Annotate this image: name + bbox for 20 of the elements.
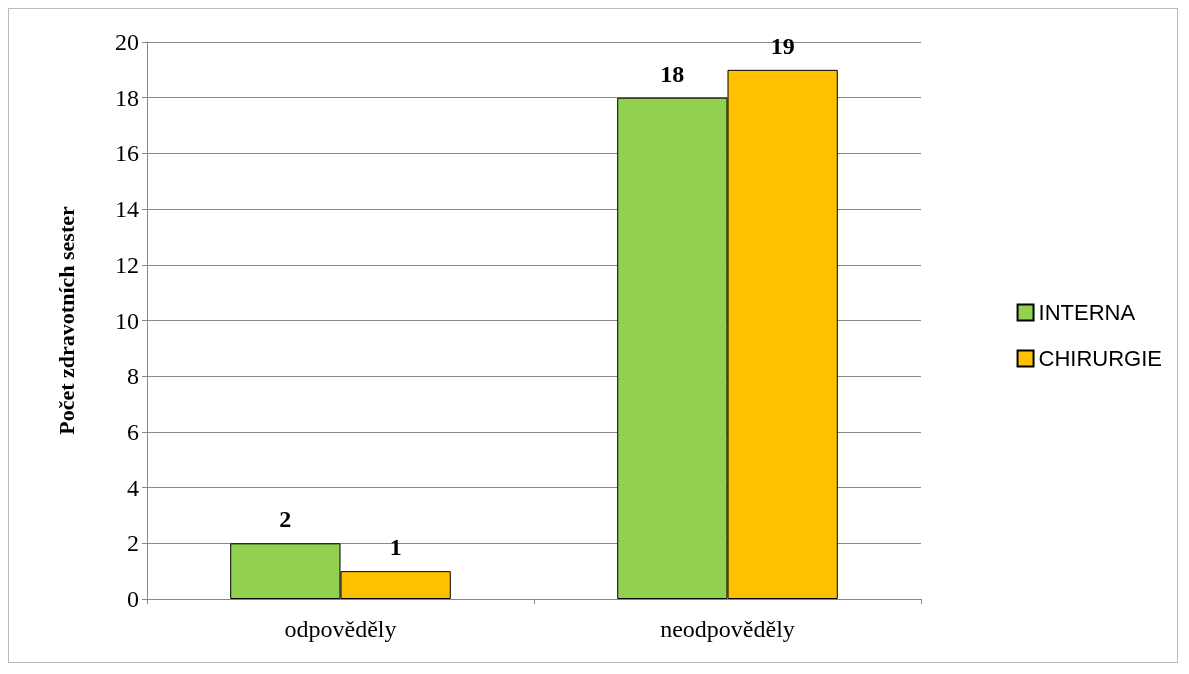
x-tick-label: neodpověděly	[660, 616, 795, 642]
data-label: 1	[389, 534, 402, 561]
y-tick-label: 4	[127, 474, 139, 501]
y-tick-label: 16	[115, 140, 139, 167]
y-tick-label: 0	[127, 586, 139, 612]
y-axis-title: Počet zdravotních sester	[53, 206, 79, 435]
y-tick-label: 6	[127, 418, 139, 445]
legend-label: CHIRURGIE	[1038, 346, 1162, 371]
y-tick-label: 12	[115, 251, 139, 278]
y-tick-label: 20	[115, 29, 139, 55]
data-label: 18	[660, 60, 685, 87]
x-tick-label: odpověděly	[284, 616, 397, 642]
y-tick-label: 18	[115, 84, 139, 111]
legend-label: INTERNA	[1038, 300, 1136, 325]
y-tick-label: 10	[115, 307, 139, 334]
y-tick-label: 14	[115, 196, 139, 223]
data-label: 2	[279, 506, 292, 533]
y-tick-label: 8	[127, 363, 139, 390]
y-tick-label: 2	[127, 530, 139, 557]
data-label: 19	[770, 32, 795, 59]
